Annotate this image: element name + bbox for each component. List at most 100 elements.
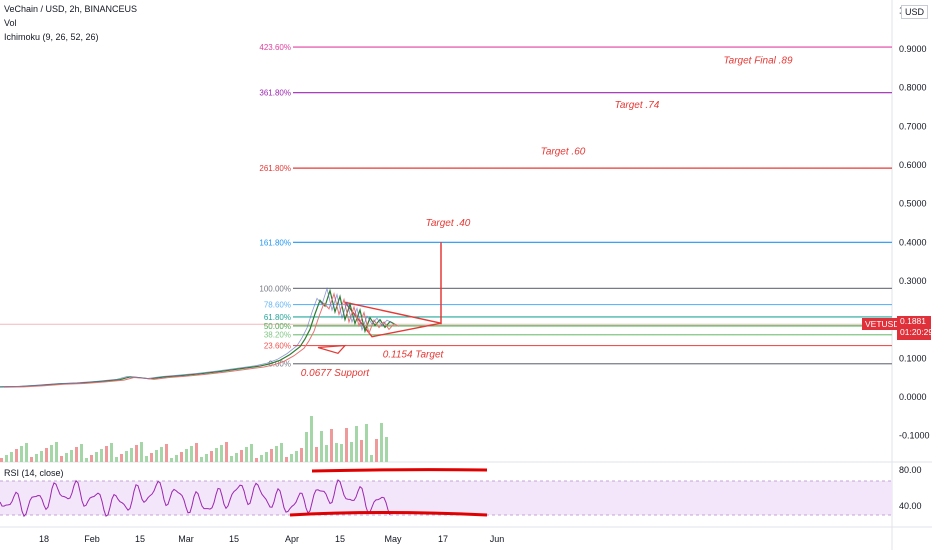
- rsi-band: [0, 481, 892, 515]
- volume-bar: [165, 444, 168, 462]
- volume-bar: [125, 451, 128, 462]
- volume-bar: [135, 445, 138, 462]
- volume-bar: [245, 447, 248, 462]
- volume-bar: [65, 453, 68, 462]
- volume-bar: [360, 440, 363, 462]
- volume-bar: [190, 446, 193, 462]
- volume-bar: [10, 452, 13, 462]
- fib-level-label: 361.80%: [259, 89, 291, 98]
- x-tick-label: 15: [335, 534, 345, 544]
- volume-bar: [145, 456, 148, 462]
- volume-bar: [130, 448, 133, 462]
- volume-bar: [300, 448, 303, 462]
- volume-bar: [140, 442, 143, 462]
- volume-bar: [340, 444, 343, 462]
- annotation-text: Target .40: [426, 218, 471, 229]
- volume-bar: [275, 446, 278, 462]
- annotation-text: Target .60: [541, 146, 586, 157]
- volume-bar: [215, 448, 218, 462]
- volume-bar: [265, 452, 268, 462]
- ichimoku-legend: Ichimoku (9, 26, 52, 26): [4, 32, 99, 42]
- volume-bar: [15, 449, 18, 462]
- volume-bar: [35, 454, 38, 462]
- y-tick-label: 0.8000: [899, 83, 927, 93]
- volume-bar: [205, 454, 208, 462]
- x-tick-label: Mar: [178, 534, 194, 544]
- volume-bar: [100, 449, 103, 462]
- currency-button[interactable]: USD: [900, 5, 928, 19]
- fib-level-label: 38.20%: [264, 331, 291, 340]
- volume-bar: [295, 451, 298, 462]
- fib-level-label: 261.80%: [259, 164, 291, 173]
- x-tick-label: 15: [229, 534, 239, 544]
- fib-level-label: 50.00%: [264, 322, 291, 331]
- current-price: 0.1881: [900, 316, 926, 326]
- fib-level-label: 0.00%: [268, 360, 291, 369]
- volume-bar: [365, 424, 368, 462]
- volume-bar: [380, 423, 383, 462]
- annotation-text: Target Final .89: [723, 56, 793, 67]
- rsi-legend: RSI (14, close): [4, 468, 64, 478]
- flag-pattern: [317, 344, 347, 354]
- chart-title: VeChain / USD, 2h, BINANCEUS: [4, 4, 138, 14]
- volume-bar: [260, 455, 263, 462]
- volume-bar: [370, 455, 373, 462]
- y-tick-label: 0.6000: [899, 160, 927, 170]
- volume-bar: [85, 458, 88, 462]
- volume-bar: [345, 428, 348, 462]
- volume-bar: [355, 426, 358, 462]
- y-tick-label: 0.5000: [899, 199, 927, 209]
- volume-bar: [320, 431, 323, 462]
- volume-bar: [375, 439, 378, 462]
- volume-bar: [30, 457, 33, 462]
- volume-bar: [55, 442, 58, 462]
- volume-bar: [170, 458, 173, 462]
- x-tick-label: May: [384, 534, 402, 544]
- volume-bar: [195, 443, 198, 462]
- volume-bar: [230, 456, 233, 462]
- volume-bar: [200, 457, 203, 462]
- price-tag: 0.1881 01:20:29: [897, 316, 932, 340]
- volume-bar: [235, 453, 238, 462]
- volume-bar: [385, 437, 388, 462]
- volume-bar: [60, 456, 63, 462]
- volume-bar: [45, 448, 48, 462]
- volume-bar: [115, 457, 118, 462]
- volume-bar: [25, 443, 28, 462]
- volume-bar: [270, 449, 273, 462]
- rsi-tick-label: 80.00: [899, 465, 922, 475]
- fib-level-label: 61.80%: [264, 313, 291, 322]
- volume-bar: [325, 445, 328, 462]
- volume-bar: [80, 444, 83, 462]
- fib-level-label: 423.60%: [259, 43, 291, 52]
- volume-bar: [90, 455, 93, 462]
- volume-bar: [70, 450, 73, 462]
- y-tick-label: 0.4000: [899, 237, 927, 247]
- volume-bar: [210, 451, 213, 462]
- bar-countdown: 01:20:29: [900, 327, 932, 337]
- volume-bar: [110, 443, 113, 462]
- annotation-text: 0.0677 Support: [301, 368, 371, 379]
- volume-bar: [40, 451, 43, 462]
- fib-level-label: 78.60%: [264, 301, 291, 310]
- annotation-text: 0.1154 Target: [383, 349, 445, 360]
- x-tick-label: Feb: [84, 534, 100, 544]
- y-tick-label: 0.9000: [899, 44, 927, 54]
- volume-bar: [280, 443, 283, 462]
- rsi-line: [0, 479, 391, 518]
- rsi-tick-label: 40.00: [899, 501, 922, 511]
- x-tick-label: Jun: [490, 534, 505, 544]
- x-tick-label: Apr: [285, 534, 299, 544]
- volume-bar: [155, 450, 158, 462]
- symbol-tag: VETUSD: [862, 318, 903, 330]
- volume-bar: [180, 452, 183, 462]
- volume-legend: Vol: [4, 18, 17, 28]
- volume-bar: [330, 429, 333, 462]
- volume-bar: [105, 446, 108, 462]
- volume-bar: [75, 447, 78, 462]
- volume-bar: [350, 442, 353, 462]
- y-tick-label: 0.3000: [899, 276, 927, 286]
- volume-bar: [335, 443, 338, 462]
